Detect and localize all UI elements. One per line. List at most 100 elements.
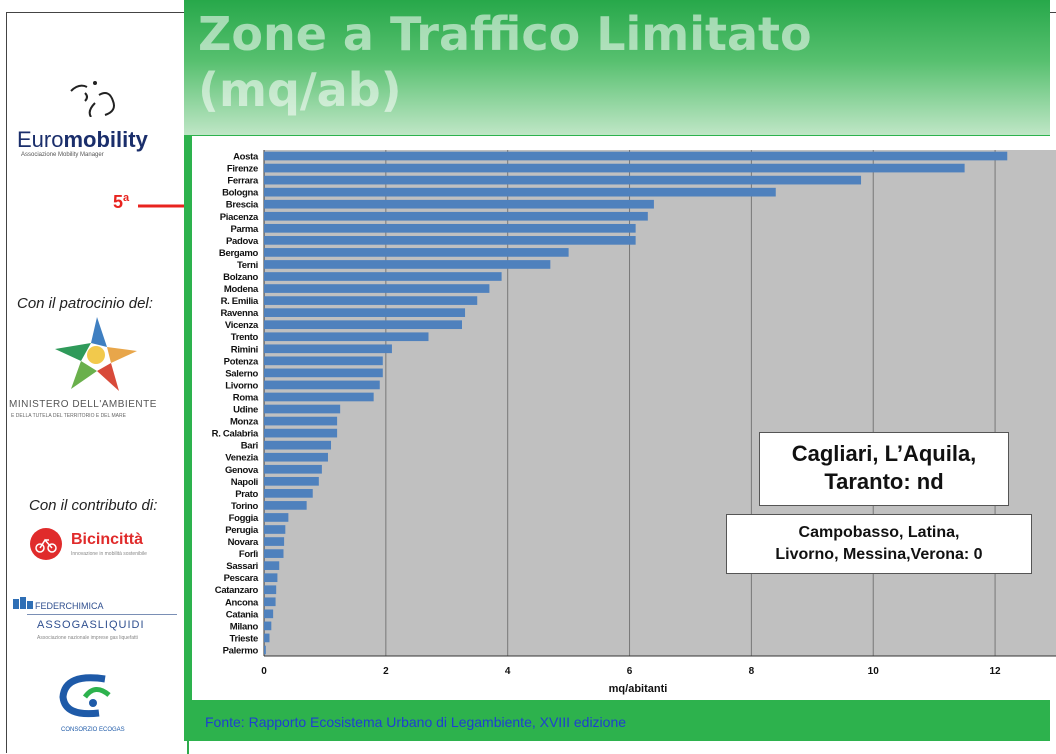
ecogas-logo: CONSORZIO ECOGAS: [61, 727, 125, 733]
page-title: Zone a Traffico Limitato (mq/ab): [198, 7, 812, 117]
bar: [264, 320, 462, 330]
category-label: Terni: [237, 260, 258, 271]
ministero-name: MINISTERO DELL'AMBIENTE: [9, 399, 157, 410]
category-label: Aosta: [233, 152, 259, 163]
category-label: Catania: [226, 609, 259, 620]
x-tick-label: 0: [261, 666, 267, 677]
category-label: Venezia: [225, 453, 259, 464]
category-label: Rimini: [231, 344, 258, 355]
bar: [264, 537, 285, 546]
bar: [264, 272, 502, 281]
slide-header: Zone a Traffico Limitato (mq/ab): [184, 0, 1050, 135]
category-label: Ancona: [225, 597, 259, 608]
bar: [264, 440, 332, 450]
category-label: Roma: [233, 392, 259, 403]
bar: [264, 489, 313, 498]
zero-cities-line2: Livorno, Messina,Verona: 0: [775, 546, 983, 563]
bar: [264, 621, 272, 631]
category-label: Catanzaro: [215, 585, 259, 596]
zero-cities-line1: Campobasso, Latina,: [798, 524, 960, 541]
bar: [264, 561, 280, 570]
bar: [264, 151, 1008, 161]
category-label: Trieste: [229, 633, 258, 644]
euromobility-logo: Euromobility: [17, 127, 148, 152]
bar: [264, 296, 478, 305]
bar: [264, 236, 636, 245]
bar: [264, 199, 654, 209]
bar: [264, 163, 965, 173]
bar: [264, 501, 307, 510]
category-label: Ravenna: [220, 308, 259, 319]
category-label: Monza: [230, 417, 259, 428]
patrocinio-label: Con il patrocinio del:: [17, 295, 153, 312]
nd-cities-box: Cagliari, L’Aquila, Taranto: nd: [759, 432, 1009, 506]
bar: [264, 464, 322, 474]
category-label: Sassari: [226, 561, 258, 572]
category-label: Milano: [230, 621, 259, 632]
bar: [264, 573, 278, 583]
bar: [264, 645, 266, 655]
bar: [264, 223, 636, 233]
rank-marker: 5a: [113, 192, 130, 212]
bar: [264, 476, 319, 486]
ecogas-icon: [59, 674, 111, 718]
category-label: Bolzano: [223, 272, 258, 283]
category-label: Udine: [233, 405, 258, 416]
x-tick-label: 12: [990, 666, 1002, 677]
bar: [264, 609, 274, 619]
category-label: Napoli: [231, 477, 258, 488]
bar: [264, 211, 648, 221]
federchimica-logo: FEDERCHIMICA: [35, 601, 104, 611]
bar: [264, 633, 270, 643]
category-label: Perugia: [225, 525, 259, 536]
category-label: Salerno: [225, 368, 258, 379]
category-label: R. Emilia: [221, 296, 259, 307]
bicincitta-bike-icon: [30, 528, 62, 560]
bar: [264, 513, 289, 522]
ministero-subtitle: E DELLA TUTELA DEL TERRITORIO E DEL MARE: [11, 413, 126, 419]
x-tick-label: 8: [749, 666, 755, 677]
chart-panel: 0 2 4 6 8 10 12 Aosta Firenze Ferrara Bologna Bresc…: [192, 136, 1056, 700]
ministero-star-icon: [55, 317, 137, 391]
euromobility-tagline: Associazione Mobility Manager: [21, 152, 104, 158]
bar: [264, 260, 551, 269]
nd-cities-line1: Cagliari, L’Aquila,: [791, 441, 977, 466]
category-label: Bari: [241, 441, 258, 452]
x-axis-label: mq/abitanti: [609, 683, 668, 695]
bar: [264, 549, 284, 558]
bicincitta-tagline: Innovazione in mobilità sostenibile: [71, 551, 147, 557]
category-label: Pescara: [224, 573, 259, 584]
bar: [264, 332, 429, 342]
x-tick-label: 2: [383, 666, 389, 677]
category-label: R. Calabria: [212, 429, 259, 440]
bar: [264, 368, 383, 378]
nd-cities-line2: Taranto: nd: [824, 469, 944, 494]
category-label: Firenze: [227, 164, 258, 175]
bar: [264, 597, 276, 607]
category-label: Genova: [225, 465, 259, 476]
category-label: Torino: [231, 501, 259, 512]
category-label: Piacenza: [220, 212, 259, 223]
zero-cities-box: Campobasso, Latina, Livorno, Messina,Ver…: [726, 514, 1032, 574]
x-tick-label: 6: [627, 666, 633, 677]
category-label: Modena: [224, 284, 259, 295]
category-label: Novara: [228, 537, 259, 548]
bar: [264, 187, 776, 197]
category-label: Forlì: [239, 549, 259, 560]
bar: [264, 525, 286, 534]
bar: [264, 585, 277, 595]
bar: [264, 248, 569, 257]
category-label: Ferrara: [227, 176, 259, 187]
category-label: Livorno: [225, 380, 258, 391]
assogasliquidi-tagline: Associazione nazionale imprese gas lique…: [37, 635, 138, 641]
category-label: Padova: [226, 236, 259, 247]
ztl-bar-chart: 0 2 4 6 8 10 12 AostaFirenzeFerraraBolognaBresc…: [212, 150, 1056, 695]
category-label: Foggia: [229, 513, 259, 524]
bar: [264, 404, 341, 414]
bar: [264, 416, 338, 426]
logo-divider: [27, 614, 177, 615]
bar: [264, 392, 374, 402]
bar: [264, 308, 466, 317]
euromobility-figure-icon: [70, 81, 115, 117]
category-label: Palermo: [223, 645, 259, 656]
